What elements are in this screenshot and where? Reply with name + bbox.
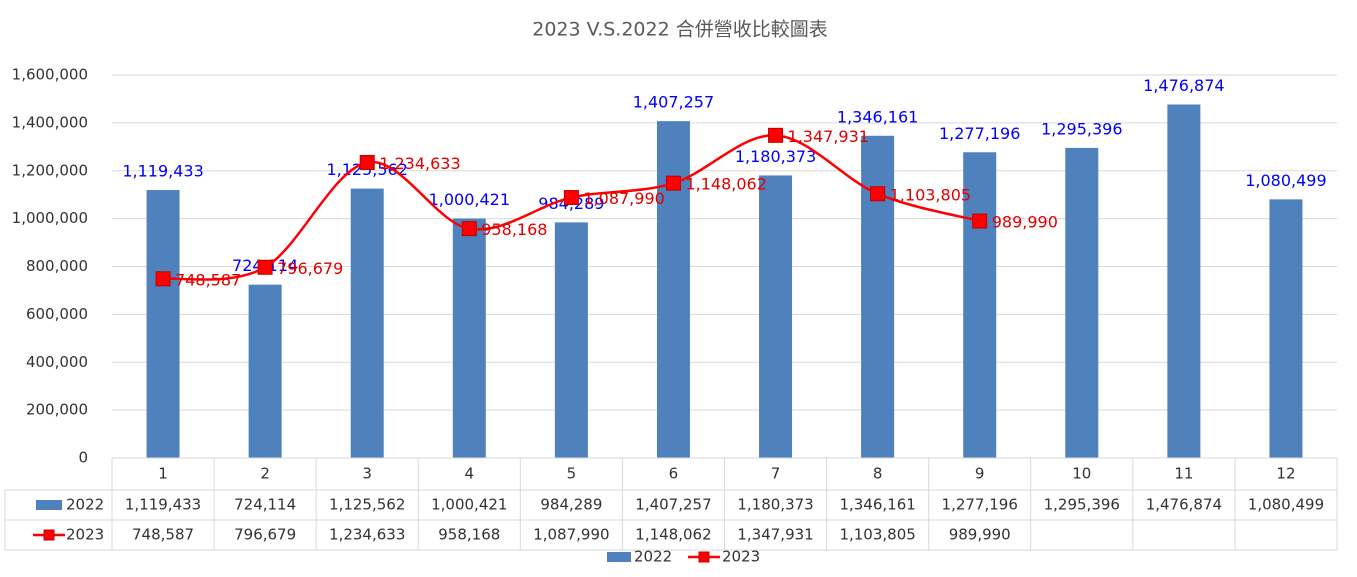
line-marker — [768, 127, 784, 143]
bar-value-label: 1,000,421 — [429, 190, 510, 209]
y-tick-label: 600,000 — [26, 305, 88, 323]
line-marker — [257, 259, 273, 275]
x-tick-label: 10 — [1072, 465, 1091, 483]
table-cell: 1,347,931 — [737, 526, 813, 544]
x-tick-label: 9 — [975, 465, 985, 483]
line-marker — [359, 154, 375, 170]
x-tick-label: 5 — [567, 465, 577, 483]
bar-value-label: 1,119,433 — [122, 162, 203, 181]
table-cell: 1,407,257 — [635, 496, 711, 514]
x-tick-label: 4 — [465, 465, 475, 483]
line-value-label: 958,168 — [481, 220, 547, 239]
table-cell: 984,289 — [540, 496, 602, 514]
bar-value-label: 1,346,161 — [837, 107, 918, 126]
table-cell: 1,148,062 — [635, 526, 711, 544]
x-tick-label: 1 — [158, 465, 168, 483]
line-value-label: 796,679 — [277, 259, 343, 278]
table-cell: 1,180,373 — [737, 496, 813, 514]
table-cell: 1,000,421 — [431, 496, 507, 514]
table-cell: 1,103,805 — [839, 526, 915, 544]
bar — [1065, 147, 1099, 458]
line-marker — [972, 213, 988, 229]
line-value-label: 1,148,062 — [685, 175, 766, 194]
y-tick-label: 1,400,000 — [12, 113, 88, 131]
table-cell: 1,476,874 — [1146, 496, 1222, 514]
bar — [1269, 199, 1303, 459]
table-cell: 1,234,633 — [329, 526, 405, 544]
y-tick-label: 400,000 — [26, 353, 88, 371]
line-value-label: 1,234,633 — [379, 154, 460, 173]
bar — [248, 284, 282, 458]
table-cell: 796,679 — [234, 526, 296, 544]
table-cell: 1,080,499 — [1248, 496, 1324, 514]
table-cell: 1,295,396 — [1044, 496, 1120, 514]
table-cell: 1,087,990 — [533, 526, 609, 544]
table-cell: 1,277,196 — [942, 496, 1018, 514]
bar-value-label: 1,476,874 — [1143, 76, 1224, 95]
table-cell: 748,587 — [132, 526, 194, 544]
x-tick-label: 12 — [1276, 465, 1295, 483]
legend-swatch — [607, 552, 631, 562]
y-tick-label: 800,000 — [26, 257, 88, 275]
line-marker — [155, 271, 171, 287]
line-marker — [461, 221, 477, 237]
line-value-label: 1,087,990 — [583, 189, 664, 208]
line-value-label: 1,347,931 — [788, 127, 869, 146]
legend-marker — [698, 551, 710, 563]
line-value-label: 989,990 — [992, 213, 1058, 232]
legend-label: 2022 — [634, 548, 672, 566]
y-tick-label: 1,600,000 — [12, 66, 88, 84]
bar-value-label: 1,407,257 — [633, 93, 714, 112]
bar — [759, 175, 793, 458]
table-cell: 724,114 — [234, 496, 296, 514]
bar-value-label: 1,295,396 — [1041, 119, 1122, 138]
table-cell: 958,168 — [438, 526, 500, 544]
line-marker — [665, 175, 681, 191]
line-value-label: 748,587 — [175, 270, 241, 289]
x-tick-label: 11 — [1174, 465, 1193, 483]
table-series-name: 2022 — [66, 496, 104, 514]
bar-value-label: 1,080,499 — [1245, 171, 1326, 190]
x-tick-label: 6 — [669, 465, 679, 483]
bar — [350, 188, 384, 458]
y-tick-label: 1,000,000 — [12, 209, 88, 227]
bar — [554, 222, 588, 458]
table-legend-swatch — [36, 500, 62, 510]
bar — [1167, 104, 1201, 458]
table-cell: 1,346,161 — [839, 496, 915, 514]
bar-value-label: 1,277,196 — [939, 124, 1020, 143]
y-tick-label: 200,000 — [26, 401, 88, 419]
line-marker — [870, 186, 886, 202]
y-tick-label: 1,200,000 — [12, 161, 88, 179]
legend-label: 2023 — [722, 548, 760, 566]
table-legend-marker — [43, 529, 55, 541]
bar — [656, 121, 690, 459]
line-marker — [563, 190, 579, 206]
y-tick-label: 0 — [78, 449, 88, 467]
bar — [452, 218, 486, 458]
bar — [963, 152, 997, 458]
x-tick-label: 2 — [260, 465, 270, 483]
x-tick-label: 7 — [771, 465, 781, 483]
table-cell: 1,125,562 — [329, 496, 405, 514]
table-series-name: 2023 — [66, 526, 104, 544]
x-tick-label: 3 — [362, 465, 372, 483]
table-cell: 1,119,433 — [125, 496, 201, 514]
x-tick-label: 8 — [873, 465, 883, 483]
bar — [861, 135, 895, 459]
chart-title: 2023 V.S.2022 合併營收比較圖表 — [532, 19, 827, 41]
bar — [146, 190, 180, 459]
table-cell: 989,990 — [949, 526, 1011, 544]
bar-value-label: 1,180,373 — [735, 147, 816, 166]
line-value-label: 1,103,805 — [890, 185, 971, 204]
